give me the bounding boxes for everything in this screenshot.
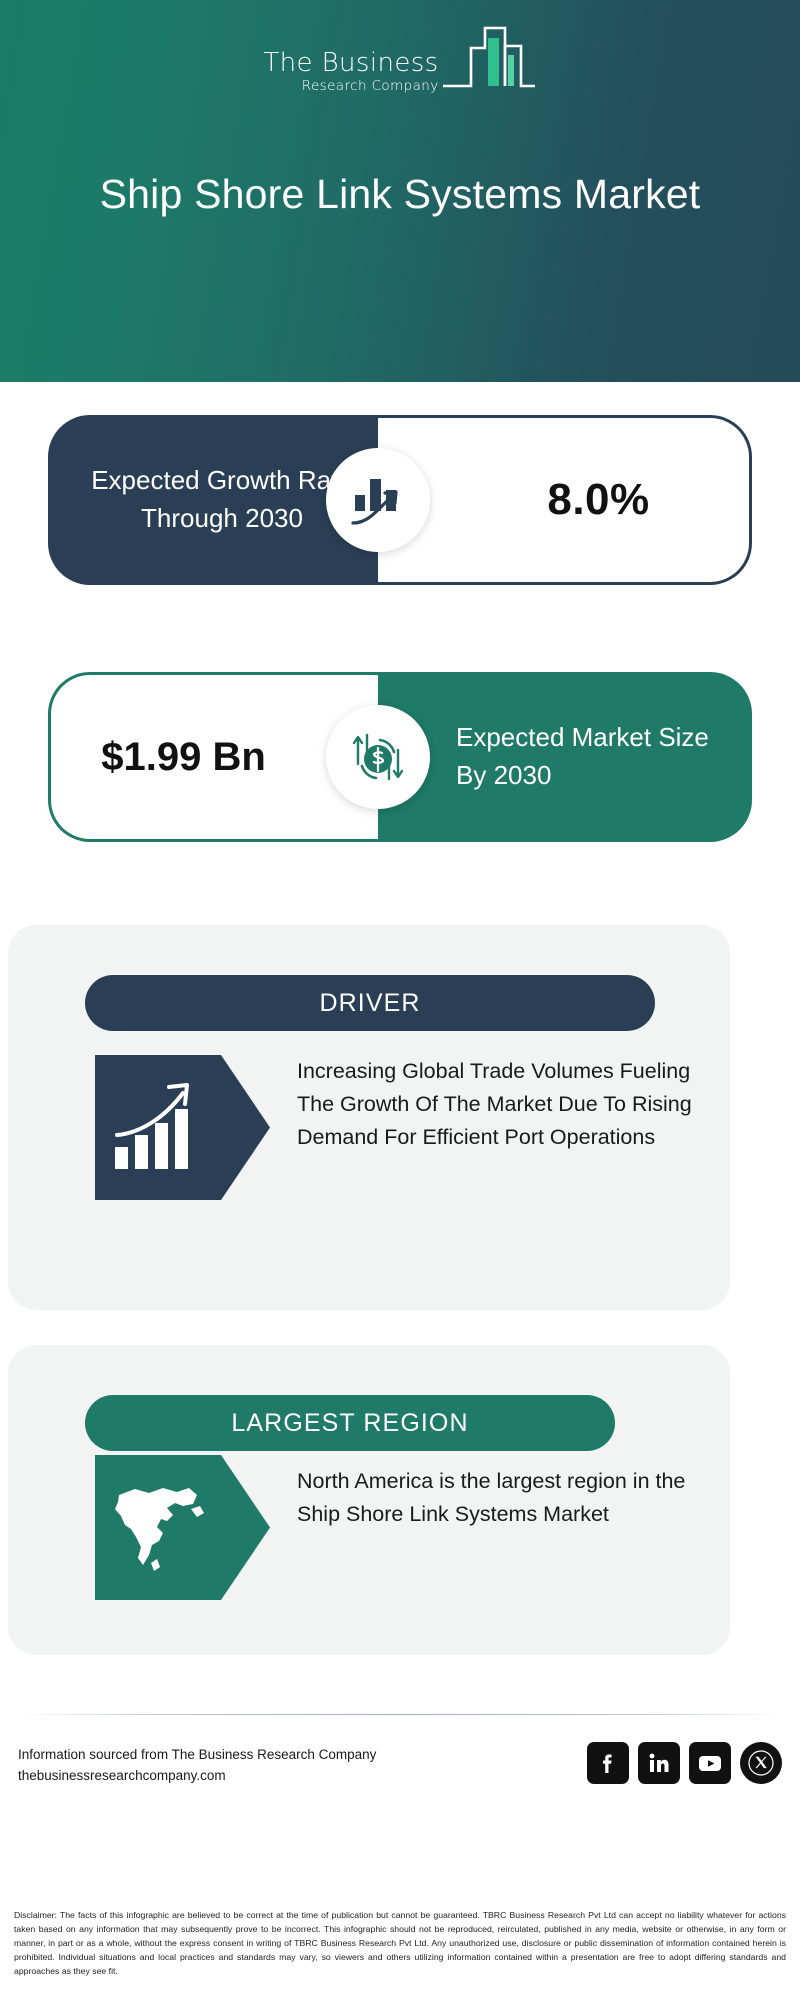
growth-bar-chart-arrow-icon [95,1055,270,1200]
facebook-icon[interactable] [587,1742,629,1784]
social-links [587,1742,782,1784]
driver-pill-label: DRIVER [319,988,421,1017]
logo-line-2: Research Company [301,77,439,94]
driver-pill: DRIVER [85,975,655,1031]
footer-divider [20,1714,780,1715]
source-line-1: Information sourced from The Business Re… [18,1747,377,1762]
bar-chart-growth-arrow-icon [326,448,430,552]
driver-body-text: Increasing Global Trade Volumes Fueling … [297,1059,692,1149]
market-size-value: $1.99 Bn [101,735,266,779]
disclaimer-text: Disclaimer: The facts of this infographi… [14,1910,786,1977]
market-size-value-block: $1.99 Bn [48,672,378,842]
source-attribution: Information sourced from The Business Re… [18,1745,448,1787]
growth-rate-value: 8.0% [547,475,650,524]
market-size-label: Expected Market Size By 2030 [456,722,709,790]
header-banner: The Business Research Company Ship Shore… [0,0,800,382]
stat-card-market-size: $1.99 Bn Expected Market Size By 2030 [48,672,752,842]
growth-rate-label-block: Expected Growth Rate Through 2030 [48,415,378,585]
youtube-icon[interactable] [689,1742,731,1784]
page-title: Ship Shore Link Systems Market [99,171,701,217]
x-twitter-icon[interactable] [740,1742,782,1784]
market-size-label-block: Expected Market Size By 2030 [378,672,752,842]
linkedin-icon[interactable] [638,1742,680,1784]
largest-region-pill: LARGEST REGION [85,1395,615,1451]
dollar-circle-arrows-icon [326,705,430,809]
growth-rate-value-block: 8.0% [378,415,752,585]
source-line-2[interactable]: thebusinessresearchcompany.com [18,1767,226,1783]
logo-line-1: The Business [263,48,439,79]
bar-chart-logo-mark [441,22,537,99]
company-logo: The Business Research Company [0,22,800,100]
largest-region-body-text: North America is the largest region in t… [297,1469,686,1526]
growth-rate-label: Expected Growth Rate Through 2030 [91,465,353,533]
north-america-map-icon [95,1455,270,1600]
largest-region-pill-label: LARGEST REGION [231,1408,469,1437]
stat-card-growth-rate: Expected Growth Rate Through 2030 8.0% [48,415,752,585]
